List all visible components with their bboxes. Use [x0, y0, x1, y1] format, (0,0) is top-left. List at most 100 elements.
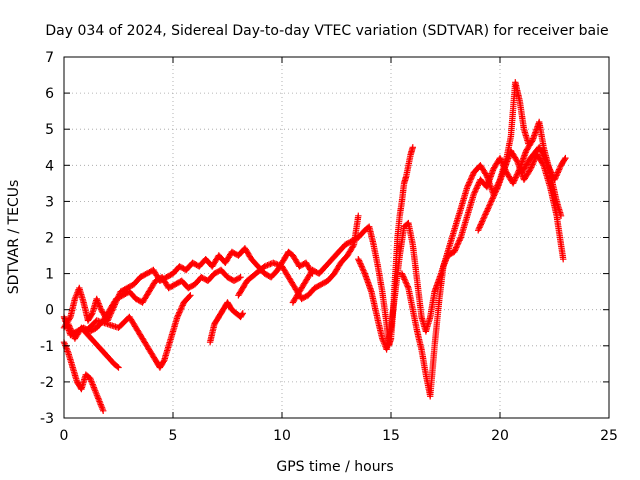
data-point	[545, 163, 552, 170]
data-point	[398, 270, 406, 277]
data-point	[531, 157, 538, 164]
data-point	[176, 309, 183, 316]
x-tick-label: 5	[169, 428, 178, 444]
data-point	[359, 264, 366, 271]
y-tick-label: -1	[40, 339, 54, 355]
data-point	[537, 146, 544, 154]
data-point	[94, 298, 102, 306]
data-point	[186, 293, 193, 300]
data-point	[562, 154, 569, 162]
y-tick-label: -3	[40, 411, 54, 427]
data-point	[546, 166, 554, 173]
data-point	[544, 160, 551, 168]
data-point	[490, 193, 497, 201]
data-point	[475, 180, 482, 188]
y-axis-title: SDTVAR / TECUs	[6, 180, 22, 295]
data-point	[452, 245, 459, 253]
data-point	[96, 301, 103, 309]
data-point	[561, 156, 568, 163]
data-point	[97, 401, 104, 408]
data-point	[97, 305, 104, 312]
data-point	[476, 224, 483, 231]
data-point	[555, 166, 563, 173]
data-point	[542, 157, 550, 165]
data-point	[536, 145, 544, 152]
y-tick-label: 5	[45, 122, 54, 138]
data-point	[356, 258, 363, 266]
satellite-track-6	[206, 299, 246, 346]
satellite-track-12	[518, 144, 569, 183]
data-point	[536, 144, 543, 151]
data-point	[100, 407, 107, 414]
data-point	[509, 180, 517, 187]
y-tick-label: 1	[45, 267, 54, 283]
satellite-track-5	[82, 292, 194, 371]
data-point	[516, 164, 523, 171]
data-point	[560, 256, 567, 263]
data-point	[187, 292, 194, 299]
data-point	[555, 167, 562, 175]
data-point	[547, 167, 554, 175]
data-point	[484, 205, 492, 212]
data-point	[480, 215, 487, 222]
data-point	[546, 165, 553, 172]
data-point	[511, 175, 519, 183]
data-point	[531, 132, 538, 139]
data-point	[89, 381, 96, 388]
y-tick-label: -2	[40, 375, 54, 391]
data-point	[471, 188, 479, 195]
data-point	[542, 156, 549, 163]
y-tick-label: 2	[45, 231, 54, 247]
data-point	[63, 321, 70, 328]
data-point	[548, 169, 555, 176]
data-point	[473, 183, 481, 191]
data-point	[470, 191, 477, 198]
data-point	[469, 172, 476, 179]
data-point	[456, 235, 464, 243]
data-point	[174, 312, 182, 319]
data-point	[528, 162, 535, 170]
data-point	[540, 152, 547, 159]
data-point	[93, 295, 100, 303]
data-point	[528, 138, 536, 145]
data-point	[238, 311, 246, 318]
data-point	[239, 310, 246, 317]
data-point	[522, 149, 529, 156]
data-point	[455, 238, 462, 245]
data-point	[539, 151, 546, 158]
data-point	[87, 375, 94, 382]
y-tick-label: 4	[45, 158, 54, 174]
data-point	[91, 387, 99, 394]
data-point	[513, 172, 520, 180]
data-point	[451, 248, 458, 256]
data-point	[527, 165, 534, 173]
data-point	[492, 189, 499, 196]
data-point	[349, 242, 357, 250]
data-point	[402, 279, 409, 286]
data-point	[543, 159, 550, 166]
data-point	[443, 255, 450, 262]
x-tick-label: 10	[273, 428, 291, 444]
data-point	[475, 227, 482, 234]
data-point	[465, 180, 472, 188]
data-point	[237, 274, 244, 281]
x-tick-label: 25	[600, 428, 618, 444]
data-point	[513, 157, 520, 164]
data-point	[483, 208, 490, 215]
data-point	[401, 276, 408, 283]
data-point	[498, 157, 505, 165]
data-point	[64, 348, 71, 355]
data-point	[409, 144, 416, 151]
data-point	[486, 202, 493, 209]
data-point	[556, 165, 563, 172]
data-point	[355, 256, 362, 263]
data-point	[526, 167, 533, 174]
data-point	[551, 176, 558, 183]
data-point	[493, 186, 500, 193]
data-point	[477, 221, 484, 228]
data-point	[464, 183, 471, 191]
y-tick-label: 3	[45, 194, 54, 210]
data-point	[472, 186, 479, 193]
data-point	[490, 192, 498, 199]
data-point	[88, 311, 95, 318]
